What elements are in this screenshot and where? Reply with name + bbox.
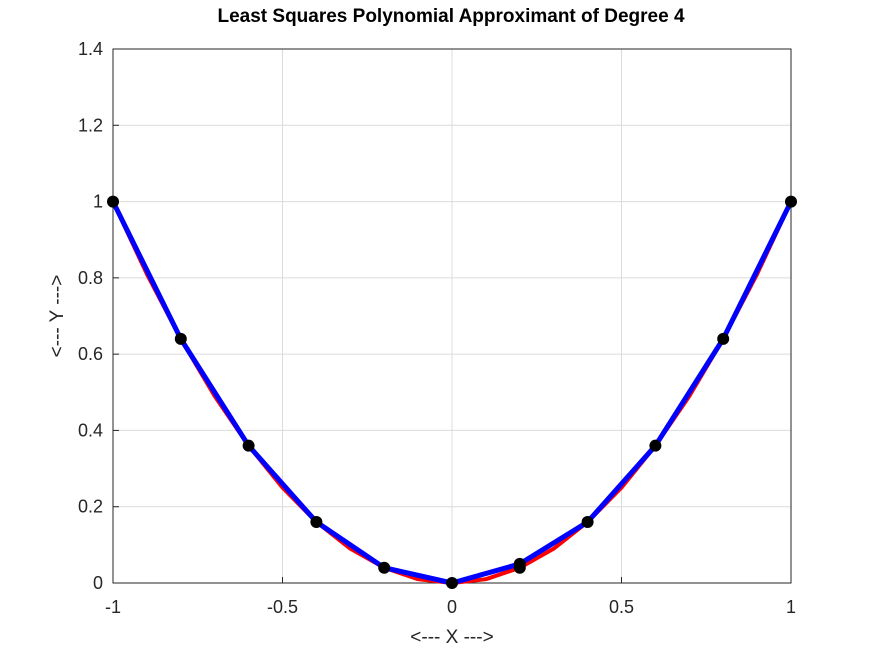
data-point: [174, 332, 187, 345]
grid: [112, 48, 792, 584]
y-tick-label: 1.2: [78, 115, 103, 135]
x-tick-label: 0.5: [609, 597, 634, 617]
y-tick-label: 0.4: [78, 420, 103, 440]
x-axis: -1 -0.5 0 0.5 1: [105, 577, 796, 617]
chart-title: Least Squares Polynomial Approximant of …: [217, 6, 684, 27]
data-point: [513, 557, 526, 570]
x-tick-label: -1: [105, 597, 121, 617]
y-tick-label: 0.8: [78, 268, 103, 288]
data-point: [717, 332, 730, 345]
x-tick-label: 0: [447, 597, 457, 617]
series-group: [107, 195, 797, 589]
y-tick-label: 0: [93, 573, 103, 593]
y-tick-label: 0.2: [78, 497, 103, 517]
data-point: [785, 195, 797, 208]
y-tick-label: 1: [93, 192, 103, 212]
y-tick-label: 0.6: [78, 344, 103, 364]
data-point: [446, 577, 458, 589]
data-point: [649, 439, 662, 452]
x-axis-label: <--- X --->: [410, 627, 493, 648]
x-tick-label: -0.5: [267, 597, 298, 617]
data-point: [242, 439, 255, 452]
data-point: [378, 561, 391, 574]
x-tick-label: 1: [786, 597, 796, 617]
y-tick-label: 1.4: [78, 39, 103, 59]
data-point: [310, 515, 323, 528]
y-axis: 0 0.2 0.4 0.6 0.8 1 1.2 1.4: [78, 39, 119, 593]
data-point: [107, 195, 119, 208]
y-axis-label: <--- Y --->: [47, 275, 68, 358]
data-point: [581, 515, 594, 528]
